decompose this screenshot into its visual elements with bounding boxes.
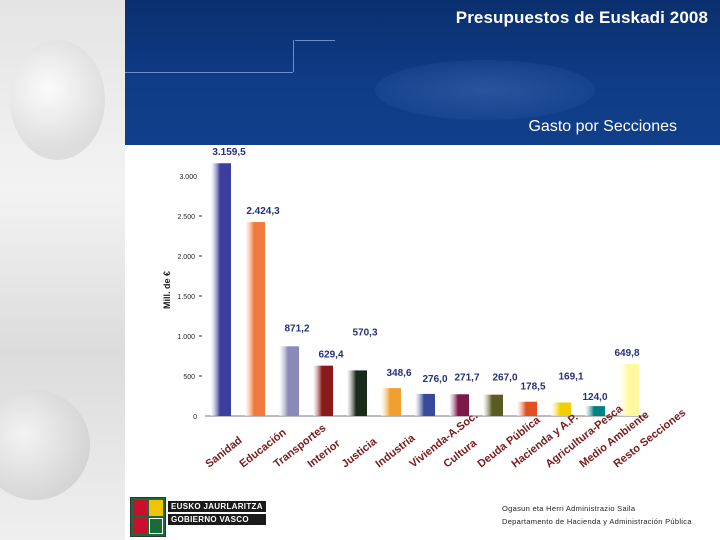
bar-value-label: 276,0 xyxy=(422,374,447,385)
y-tick-label: 2.500 xyxy=(177,214,195,221)
bar-educaci-n xyxy=(245,222,265,416)
government-logo: EUSKO JAURLARITZA GOBIERNO VASCO xyxy=(130,497,270,537)
bar-value-label: 871,2 xyxy=(284,323,309,334)
decorative-shape xyxy=(0,390,90,500)
bar-medio-ambiente xyxy=(585,406,605,416)
y-tick-label: 500 xyxy=(183,374,195,381)
logo-text-basque: EUSKO JAURLARITZA xyxy=(168,501,266,512)
x-category-label: Justicia xyxy=(339,435,379,470)
y-tick-label: 1.500 xyxy=(177,294,195,301)
bar-interior xyxy=(313,365,333,416)
decorative-shape xyxy=(10,40,105,160)
department-credits: Ogasun eta Herri Administrazio Saila Dep… xyxy=(502,502,692,528)
bar-value-label: 2.424,3 xyxy=(246,206,280,217)
bar-sanidad xyxy=(211,163,231,416)
bar-justicia xyxy=(347,370,367,416)
bar-value-label: 649,8 xyxy=(614,348,639,359)
y-axis-label: Mill. de € xyxy=(162,271,172,309)
bar-value-label: 267,0 xyxy=(492,373,517,384)
chart-subtitle: Gasto por Secciones xyxy=(528,118,677,135)
bar-resto-secciones xyxy=(619,364,639,416)
coat-of-arms-icon xyxy=(130,497,166,537)
bar-value-label: 629,4 xyxy=(318,350,343,361)
bar-value-label: 3.159,5 xyxy=(212,147,246,158)
credit-line-spanish: Departamento de Hacienda y Administració… xyxy=(502,517,692,526)
y-tick-label: 1.000 xyxy=(177,334,195,341)
bar-deuda-p-blica xyxy=(483,394,503,416)
bar-value-label: 570,3 xyxy=(352,327,377,338)
bar-value-label: 348,6 xyxy=(386,368,411,379)
left-decorative-panel xyxy=(0,0,125,540)
bar-vivienda-a-soc- xyxy=(415,393,435,416)
bar-agricultura-pesca xyxy=(551,402,571,416)
y-tick-label: 0 xyxy=(193,414,197,421)
bar-value-label: 169,1 xyxy=(558,371,583,382)
bar-industria xyxy=(381,388,401,416)
header-glow xyxy=(375,60,595,120)
header-divider-line xyxy=(125,72,293,73)
bar-transportes xyxy=(279,346,299,416)
y-tick-label: 3.000 xyxy=(179,174,197,181)
page-title: Presupuestos de Euskadi 2008 xyxy=(455,8,708,27)
x-category-label: Sanidad xyxy=(203,435,244,471)
header-bar xyxy=(125,0,720,145)
bar-value-label: 178,5 xyxy=(520,382,545,393)
bar-hacienda-y-a-p- xyxy=(517,401,537,416)
bar-value-label: 124,0 xyxy=(582,392,607,403)
header-divider-line xyxy=(293,40,294,72)
logo-text-spanish: GOBIERNO VASCO xyxy=(168,514,266,525)
y-tick-label: 2.000 xyxy=(177,254,195,261)
header-divider-line xyxy=(295,40,335,41)
credit-line-basque: Ogasun eta Herri Administrazio Saila xyxy=(502,504,636,513)
bar-cultura xyxy=(449,394,469,416)
bar-value-label: 271,7 xyxy=(454,372,479,383)
